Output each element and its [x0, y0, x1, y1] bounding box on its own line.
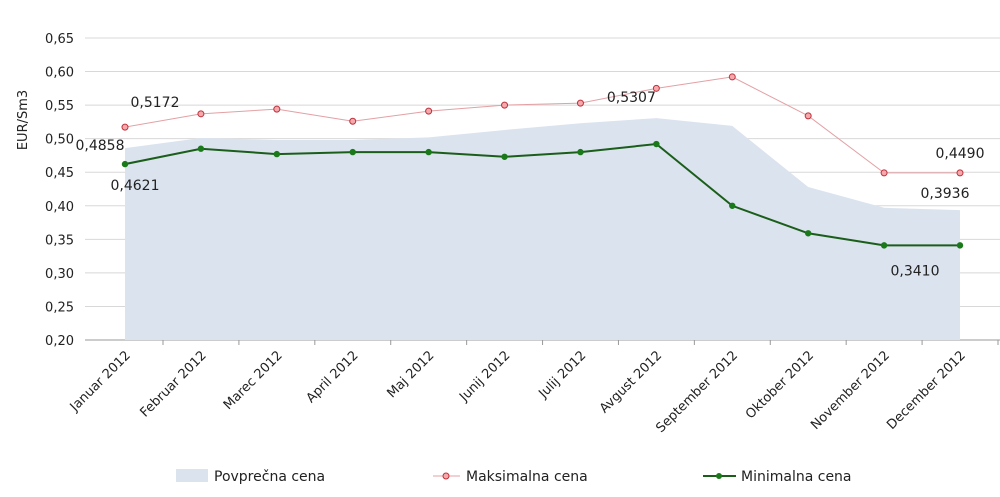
y-tick-label: 0,55 — [45, 99, 74, 114]
x-tick-label: September 2012 — [653, 348, 741, 436]
data-label: 0,3410 — [891, 263, 940, 279]
y-tick-label: 0,50 — [45, 133, 74, 148]
x-tick-label: December 2012 — [884, 348, 969, 433]
y-tick-labels: 0,20 0,25 0,30 0,35 0,40 0,45 0,50 0,55 0,60 0,65 — [45, 32, 74, 349]
point-maksimalna-cena — [728, 73, 736, 81]
x-tick-labels: Januar 2012 Februar 2012 Marec 2012 April 2… — [67, 348, 969, 436]
legend-swatch-povprecna-cena — [176, 469, 208, 482]
point-maksimalna-cena — [880, 169, 888, 177]
point-maksimalna-cena — [652, 84, 660, 92]
point-maksimalna-cena — [197, 110, 205, 118]
legend-marker-maksimalna-cena — [442, 472, 450, 480]
point-maksimalna-cena — [425, 107, 433, 115]
data-label: 0,4621 — [111, 178, 160, 194]
legend: Povprečna cena Maksimalna cena Minimalna c… — [176, 469, 852, 485]
line-minimalna-cena — [124, 142, 960, 247]
data-label: 0,5307 — [607, 90, 656, 106]
point-maksimalna-cena — [576, 99, 584, 107]
point-minimalna-cena — [729, 202, 736, 209]
y-tick-label: 0,30 — [45, 267, 74, 282]
point-minimalna-cena — [425, 148, 432, 156]
point-minimalna-cena — [577, 148, 584, 156]
point-minimalna-cena — [349, 148, 356, 156]
point-minimalna-cena — [501, 153, 508, 160]
data-label: 0,4490 — [936, 146, 985, 162]
data-label: 0,4858 — [76, 138, 125, 154]
x-tick-label: Junij 2012 — [456, 348, 513, 405]
y-tick-label: 0,40 — [45, 200, 74, 215]
x-tick-label: Julij 2012 — [535, 348, 589, 402]
data-label: 0,5172 — [131, 95, 180, 111]
point-maksimalna-cena — [121, 123, 129, 131]
point-maksimalna-cena — [349, 117, 357, 125]
point-maksimalna-cena — [273, 105, 281, 113]
area-series — [125, 118, 960, 340]
data-labels: 0,5172 0,4858 0,4621 0,5307 0,4490 0,3936 0,34… — [76, 90, 985, 279]
legend-label: Maksimalna cena — [466, 469, 588, 485]
x-tick-label: Marec 2012 — [221, 348, 286, 413]
data-label: 0,3936 — [921, 186, 970, 202]
legend-marker-minimalna-cena — [716, 473, 722, 479]
line-maksimalna-cena — [124, 76, 960, 174]
x-tick-label: April 2012 — [304, 348, 362, 406]
y-tick-label: 0,65 — [45, 32, 74, 47]
x-tick-label: Februar 2012 — [138, 348, 210, 420]
y-tick-label: 0,25 — [45, 300, 74, 315]
line-series — [121, 73, 964, 249]
x-tick-label: Januar 2012 — [67, 348, 134, 415]
point-minimalna-cena — [653, 140, 660, 148]
point-minimalna-cena — [273, 150, 281, 158]
point-maksimalna-cena — [804, 112, 812, 120]
point-maksimalna-cena — [956, 169, 964, 177]
y-tick-label: 0,45 — [45, 166, 74, 181]
point-minimalna-cena — [121, 160, 129, 168]
point-minimalna-cena — [956, 242, 964, 249]
area-povprecna-cena — [125, 118, 960, 340]
point-minimalna-cena — [197, 145, 205, 152]
point-minimalna-cena — [804, 230, 812, 237]
x-tick-label: November 2012 — [808, 348, 893, 433]
x-tick-label: Oktober 2012 — [743, 348, 817, 422]
x-tick-label: Maj 2012 — [384, 348, 437, 401]
point-maksimalna-cena — [501, 101, 509, 109]
legend-label: Minimalna cena — [741, 469, 852, 485]
y-tick-label: 0,20 — [45, 334, 74, 349]
y-tick-label: 0,35 — [45, 233, 74, 248]
x-tick-label: Avgust 2012 — [597, 348, 665, 416]
y-tick-label: 0,60 — [45, 66, 74, 81]
y-axis-title: EUR/Sm3 — [16, 90, 31, 150]
legend-label: Povprečna cena — [214, 469, 325, 485]
point-minimalna-cena — [880, 242, 888, 249]
